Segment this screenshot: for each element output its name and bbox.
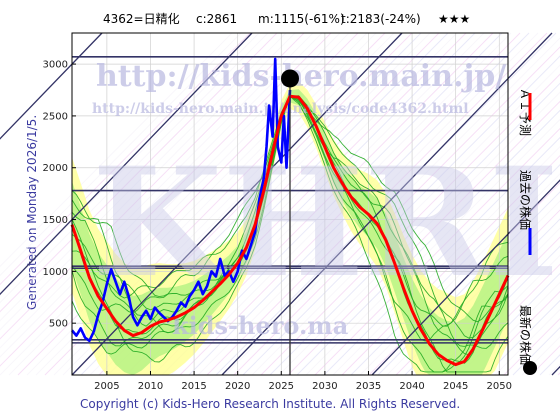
bg-stripe <box>494 308 560 376</box>
trend-line <box>371 179 560 376</box>
bg-stripe <box>476 290 560 376</box>
bg-stripe <box>314 127 560 376</box>
legend-latest-label: 最新の株価 <box>518 305 533 365</box>
bg-stripe <box>0 32 341 376</box>
trend-line <box>0 32 103 140</box>
bg-stripe <box>251 64 560 376</box>
y-tick-label: 500 <box>49 319 68 330</box>
bg-stripe <box>0 32 260 295</box>
past-price-line <box>71 57 292 343</box>
bg-stripe <box>233 46 560 376</box>
trend-channel-lines <box>0 32 560 376</box>
bg-stripe <box>278 91 560 376</box>
x-tick-label: 2035 <box>356 381 381 392</box>
generated-date: Generated on Monday 2026/1/5. <box>25 115 39 310</box>
bg-stripe <box>0 32 287 322</box>
watermark-logo: KHRI <box>92 135 559 311</box>
bg-stripe <box>0 32 296 331</box>
bg-stripe <box>467 281 560 376</box>
bg-stripe <box>296 109 560 376</box>
x-tick-label: 2015 <box>181 381 206 392</box>
x-tick-label: 2040 <box>399 381 424 392</box>
bg-stripe <box>242 55 560 376</box>
y-tick-label: 3000 <box>43 60 68 71</box>
y-tick-label: 1500 <box>43 215 68 226</box>
bg-stripe <box>0 32 305 340</box>
trend-line <box>0 32 253 296</box>
low-price-label: m:1115(-61%) <box>258 12 345 26</box>
bg-stripe <box>458 272 560 376</box>
legend-past-label: 過去の株価 <box>518 170 533 230</box>
current-price-label: c:2861 <box>196 12 237 26</box>
plot-area: KHRI http://kids-hero.main.jp/ http://ki… <box>0 32 560 376</box>
trend-line <box>71 32 403 376</box>
trend-line <box>221 32 553 376</box>
rating-stars: ★★★ <box>438 12 470 26</box>
x-tick-label: 2025 <box>269 381 294 392</box>
x-axis-ticks: 2005 2010 2015 2020 2025 2030 2035 2040 2045 2050 <box>94 371 512 392</box>
y-axis-ticks: 500 1000 1500 2000 2500 3000 <box>43 60 76 330</box>
watermark-short: kids-hero.ma <box>172 311 348 340</box>
bg-stripe <box>269 82 560 376</box>
x-tick-label: 2030 <box>312 381 337 392</box>
stock-code: 4362=日精化 <box>103 12 180 26</box>
bg-stripe <box>0 32 242 277</box>
copyright: Copyright (c) Kids-Hero Research Institu… <box>80 397 460 411</box>
bg-stripe <box>0 32 269 304</box>
current-price-point-group <box>281 69 299 88</box>
bg-stripe <box>260 73 560 376</box>
x-tick-label: 2020 <box>225 381 250 392</box>
legend: ＡＩ予測 過去の株価 最新の株価 <box>518 88 537 375</box>
y-tick-label: 2000 <box>43 163 68 174</box>
bg-stripe <box>323 136 560 376</box>
x-tick-label: 2050 <box>487 381 512 392</box>
bg-stripe <box>0 32 323 358</box>
watermark-site: http://kids-hero.main.jp/ <box>96 59 506 94</box>
watermark-page: http://kids-hero.main.jp/analysis/code43… <box>92 101 469 117</box>
target-price-label: t:2183(-24%) <box>341 12 421 26</box>
x-tick-label: 2005 <box>94 381 119 392</box>
bg-stripe <box>0 32 233 268</box>
plot-frame <box>71 32 509 376</box>
bg-stripe <box>0 32 314 349</box>
x-tick-label: 2010 <box>138 381 163 392</box>
legend-latest-dot <box>523 361 537 375</box>
watermarks: KHRI http://kids-hero.main.jp/ http://ki… <box>92 59 559 340</box>
y-tick-label: 1000 <box>43 267 68 278</box>
bg-stripe <box>305 118 560 376</box>
bg-stripe <box>287 100 560 376</box>
bg-stripe <box>485 299 560 376</box>
y-tick-label: 2500 <box>43 111 68 122</box>
x-tick-label: 2045 <box>443 381 468 392</box>
current-price-point <box>281 69 299 88</box>
